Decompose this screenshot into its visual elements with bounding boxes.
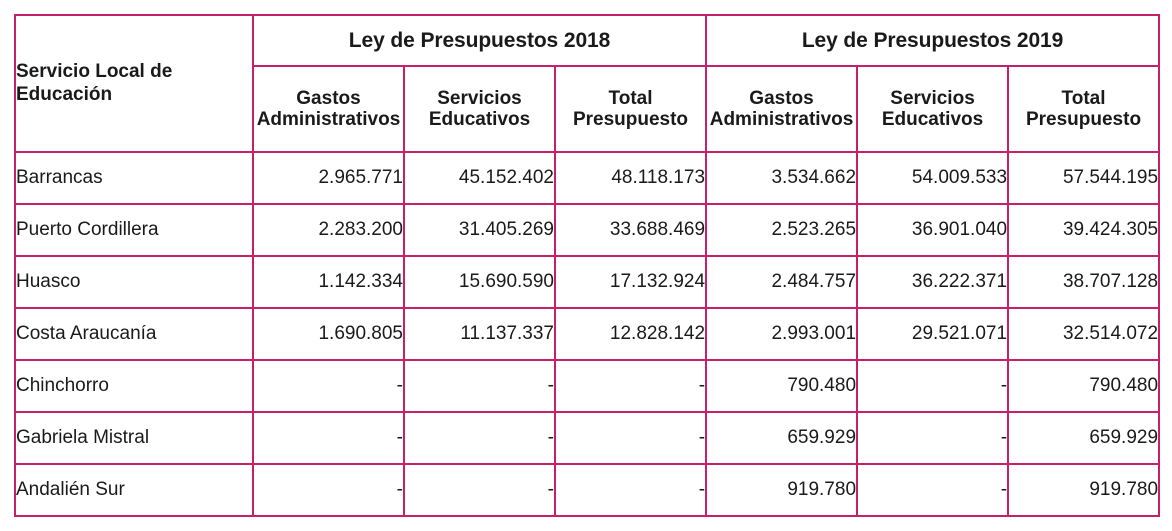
table-row: Puerto Cordillera 2.283.200 31.405.269 3… bbox=[14, 203, 1161, 257]
cell-value: 57.544.195 bbox=[1007, 151, 1161, 205]
cell-value: 659.929 bbox=[1007, 411, 1161, 465]
cell-value: 36.901.040 bbox=[856, 203, 1010, 257]
cell-value: 36.222.371 bbox=[856, 255, 1010, 309]
row-label: Andalién Sur bbox=[14, 463, 254, 517]
row-label: Puerto Cordillera bbox=[14, 203, 254, 257]
subheader-2018-servicios-educativos: Servicios Educativos bbox=[403, 65, 556, 153]
header-group-row: Servicio Local de Educación Ley de Presup… bbox=[14, 14, 1161, 153]
cell-value: 29.521.071 bbox=[856, 307, 1010, 361]
table-row: Andalién Sur - - - 919.780 - 919.780 bbox=[14, 463, 1161, 517]
subheader-2019-total-presupuesto: Total Presupuesto bbox=[1007, 65, 1161, 153]
subheader-2019-servicios-educativos: Servicios Educativos bbox=[856, 65, 1010, 153]
subheader-line2: Presupuesto bbox=[1025, 109, 1142, 130]
subheader-line1: Servicios bbox=[437, 87, 522, 109]
cell-value: 919.780 bbox=[705, 463, 859, 517]
cell-value: - bbox=[403, 411, 556, 465]
cell-value: - bbox=[403, 359, 556, 413]
row-label: Barrancas bbox=[14, 151, 254, 205]
cell-value: - bbox=[856, 359, 1010, 413]
table-row: Chinchorro - - - 790.480 - 790.480 bbox=[14, 359, 1161, 413]
cell-value: 32.514.072 bbox=[1007, 307, 1161, 361]
cell-value: 2.283.200 bbox=[252, 203, 405, 257]
row-label: Huasco bbox=[14, 255, 254, 309]
subheader-line1: Gastos bbox=[296, 87, 361, 109]
table-row: Gabriela Mistral - - - 659.929 - 659.929 bbox=[14, 411, 1161, 465]
cell-value: - bbox=[553, 463, 708, 517]
table-head: Servicio Local de Educación Ley de Presup… bbox=[14, 14, 1161, 153]
row-label: Gabriela Mistral bbox=[14, 411, 254, 465]
cell-value: - bbox=[403, 463, 556, 517]
subheader-line2: Administrativos bbox=[709, 109, 854, 130]
cell-value: - bbox=[553, 359, 708, 413]
cell-value: 38.707.128 bbox=[1007, 255, 1161, 309]
cell-value: 790.480 bbox=[1007, 359, 1161, 413]
cell-value: 2.484.757 bbox=[705, 255, 859, 309]
row-label: Costa Araucanía bbox=[14, 307, 254, 361]
cell-value: 12.828.142 bbox=[553, 307, 708, 361]
subheader-line1: Gastos bbox=[749, 87, 814, 109]
cell-value: 1.142.334 bbox=[252, 255, 405, 309]
cell-value: 2.993.001 bbox=[705, 307, 859, 361]
cell-value: 15.690.590 bbox=[403, 255, 556, 309]
cell-value: 2.965.771 bbox=[252, 151, 405, 205]
subheader-line2: Administrativos bbox=[256, 109, 401, 130]
cell-value: - bbox=[856, 463, 1010, 517]
cell-value: - bbox=[252, 463, 405, 517]
table-row: Costa Araucanía 1.690.805 11.137.337 12.… bbox=[14, 307, 1161, 361]
cell-value: 11.137.337 bbox=[403, 307, 556, 361]
subheader-line1: Total bbox=[608, 87, 653, 109]
cell-value: 659.929 bbox=[705, 411, 859, 465]
subheader-line1: Servicios bbox=[890, 87, 975, 109]
table-row: Barrancas 2.965.771 45.152.402 48.118.17… bbox=[14, 151, 1161, 205]
subheader-line2: Educativos bbox=[428, 109, 531, 130]
cell-value: 17.132.924 bbox=[553, 255, 708, 309]
subheader-line1: Total bbox=[1061, 87, 1106, 109]
cell-value: 48.118.173 bbox=[553, 151, 708, 205]
cell-value: 33.688.469 bbox=[553, 203, 708, 257]
cell-value: - bbox=[252, 411, 405, 465]
cell-value: 790.480 bbox=[705, 359, 859, 413]
cell-value: 2.523.265 bbox=[705, 203, 859, 257]
budget-table-container: Servicio Local de Educación Ley de Presup… bbox=[14, 14, 1161, 517]
row-header-title-line1: Servicio Local de bbox=[16, 60, 173, 82]
cell-value: - bbox=[252, 359, 405, 413]
cell-value: 54.009.533 bbox=[856, 151, 1010, 205]
row-header-title: Servicio Local de Educación bbox=[14, 14, 254, 153]
subheader-line2: Educativos bbox=[881, 109, 984, 130]
cell-value: 39.424.305 bbox=[1007, 203, 1161, 257]
cell-value: - bbox=[553, 411, 708, 465]
cell-value: 31.405.269 bbox=[403, 203, 556, 257]
subheader-line2: Presupuesto bbox=[572, 109, 689, 130]
table-body: Barrancas 2.965.771 45.152.402 48.118.17… bbox=[14, 151, 1161, 517]
cell-value: - bbox=[856, 411, 1010, 465]
cell-value: 45.152.402 bbox=[403, 151, 556, 205]
row-header-title-line2: Educación bbox=[16, 83, 113, 105]
row-label: Chinchorro bbox=[14, 359, 254, 413]
cell-value: 3.534.662 bbox=[705, 151, 859, 205]
budget-table: Servicio Local de Educación Ley de Presup… bbox=[14, 14, 1161, 517]
header-sub-row: Gastos Administrativos Servicios Educativo… bbox=[15, 65, 1161, 153]
column-group-2018: Ley de Presupuestos 2018 bbox=[251, 14, 708, 67]
subheader-2019-gastos-administrativos: Gastos Administrativos bbox=[705, 65, 859, 153]
subheader-2018-gastos-administrativos: Gastos Administrativos bbox=[252, 65, 405, 153]
cell-value: 1.690.805 bbox=[252, 307, 405, 361]
table-row: Huasco 1.142.334 15.690.590 17.132.924 2… bbox=[14, 255, 1161, 309]
cell-value: 919.780 bbox=[1007, 463, 1161, 517]
subheader-2018-total-presupuesto: Total Presupuesto bbox=[553, 65, 708, 153]
column-group-2019: Ley de Presupuestos 2019 bbox=[705, 14, 1161, 67]
